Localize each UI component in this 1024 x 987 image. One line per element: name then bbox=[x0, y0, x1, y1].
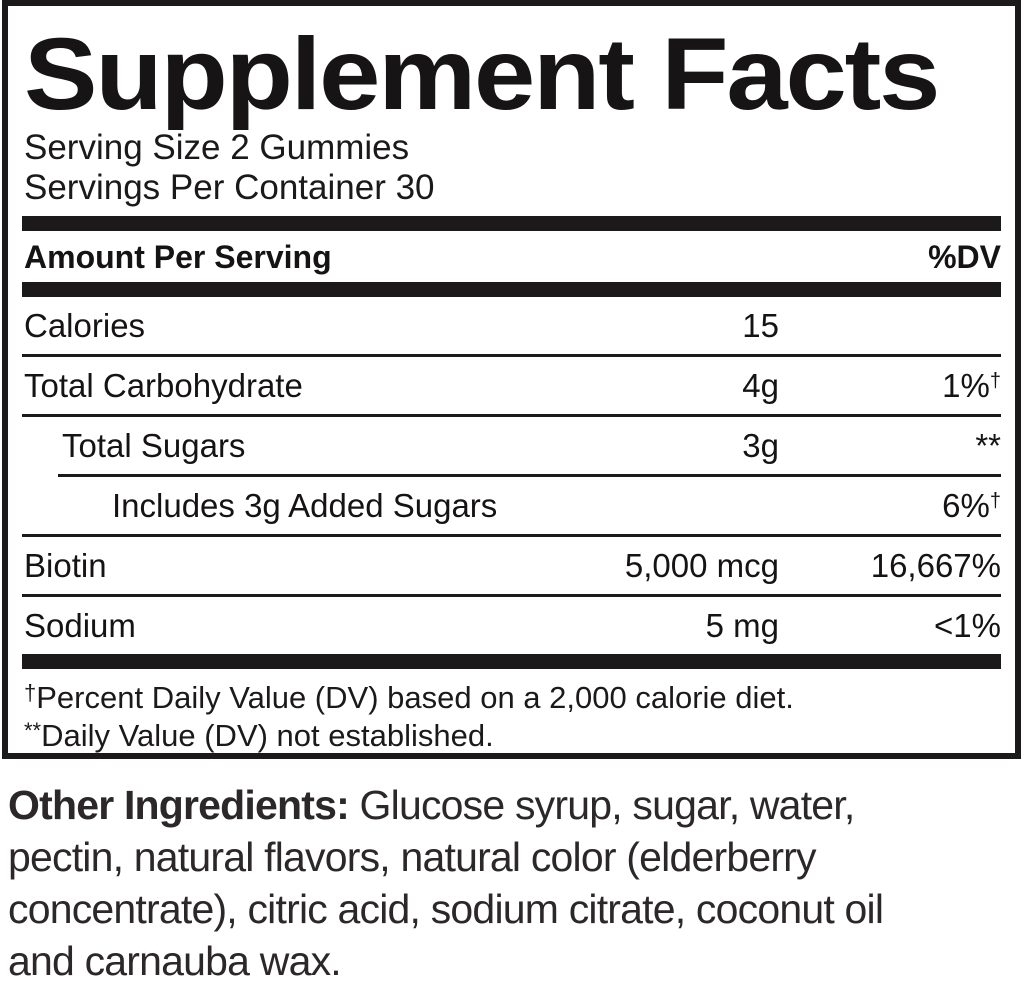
row-total-sugars: Total Sugars 3g ** bbox=[22, 417, 1001, 474]
nutrient-amount: 5 mg bbox=[705, 607, 779, 644]
row-total-carbohydrate: Total Carbohydrate 4g 1%† bbox=[22, 357, 1001, 414]
nutrient-amount: 3g bbox=[742, 427, 779, 464]
other-ingredients-line: pectin, natural flavors, natural color (… bbox=[8, 834, 817, 880]
thick-divider-header bbox=[22, 282, 1001, 297]
nutrient-dv: ** bbox=[975, 427, 1001, 464]
column-header-row: Amount Per Serving %DV bbox=[22, 231, 1001, 282]
nutrient-name: Total Sugars bbox=[62, 427, 246, 464]
dagger-symbol: † bbox=[989, 490, 1001, 512]
divider-indented bbox=[58, 474, 1001, 477]
row-sodium: Sodium 5 mg <1% bbox=[22, 597, 1001, 654]
footnote-not-established: **Daily Value (DV) not established. bbox=[24, 718, 494, 753]
serving-size: Serving Size 2 Gummies bbox=[24, 128, 410, 167]
supplement-facts-title: Supplement Facts bbox=[24, 17, 940, 131]
divider bbox=[22, 414, 1001, 417]
servings-per-container: Servings Per Container 30 bbox=[24, 168, 435, 207]
nutrient-name: Includes 3g Added Sugars bbox=[112, 487, 498, 524]
nutrient-amount: 5,000 mcg bbox=[624, 547, 779, 584]
nutrient-dv: 6%† bbox=[942, 487, 1001, 524]
supplement-facts-panel: Supplement Facts Serving Size 2 Gummies … bbox=[2, 0, 1021, 759]
thick-divider-bottom bbox=[22, 654, 1001, 669]
serving-info: Serving Size 2 Gummies Servings Per Cont… bbox=[24, 128, 1001, 208]
nutrient-amount: 15 bbox=[742, 307, 779, 344]
column-header-dv: %DV bbox=[928, 239, 1001, 275]
double-asterisk-symbol: ** bbox=[24, 718, 42, 743]
nutrient-table: Calories 15 Total Carbohydrate 4g 1%† To… bbox=[22, 297, 1001, 654]
row-calories: Calories 15 bbox=[22, 297, 1001, 354]
other-ingredients-label: Other Ingredients: bbox=[8, 782, 350, 828]
nutrient-dv: 16,667% bbox=[870, 547, 1001, 584]
footnotes: †Percent Daily Value (DV) based on a 2,0… bbox=[22, 669, 1001, 755]
row-biotin: Biotin 5,000 mcg 16,667% bbox=[22, 537, 1001, 594]
other-ingredients-paragraph: Other Ingredients: Glucose syrup, sugar,… bbox=[8, 779, 1018, 987]
divider bbox=[22, 594, 1001, 597]
divider bbox=[22, 354, 1001, 357]
footnote-daily-value: †Percent Daily Value (DV) based on a 2,0… bbox=[24, 680, 794, 715]
row-added-sugars: Includes 3g Added Sugars 6%† bbox=[22, 477, 1001, 534]
nutrient-amount: 4g bbox=[742, 367, 779, 404]
nutrient-name: Sodium bbox=[24, 607, 136, 644]
other-ingredients-line: and carnauba wax. bbox=[8, 938, 342, 984]
dagger-symbol: † bbox=[989, 370, 1001, 392]
thick-divider-top bbox=[22, 216, 1001, 231]
nutrient-dv: <1% bbox=[934, 607, 1001, 644]
dagger-symbol: † bbox=[24, 680, 37, 705]
nutrient-name: Calories bbox=[24, 307, 146, 344]
divider bbox=[22, 534, 1001, 537]
other-ingredients-line: Other Ingredients: Glucose syrup, sugar,… bbox=[8, 782, 855, 828]
nutrient-name: Biotin bbox=[24, 547, 107, 584]
column-header-amount: Amount Per Serving bbox=[24, 239, 332, 275]
nutrient-name: Total Carbohydrate bbox=[24, 367, 303, 404]
nutrient-dv: 1%† bbox=[942, 367, 1001, 404]
other-ingredients-line: concentrate), citric acid, sodium citrat… bbox=[8, 886, 884, 932]
